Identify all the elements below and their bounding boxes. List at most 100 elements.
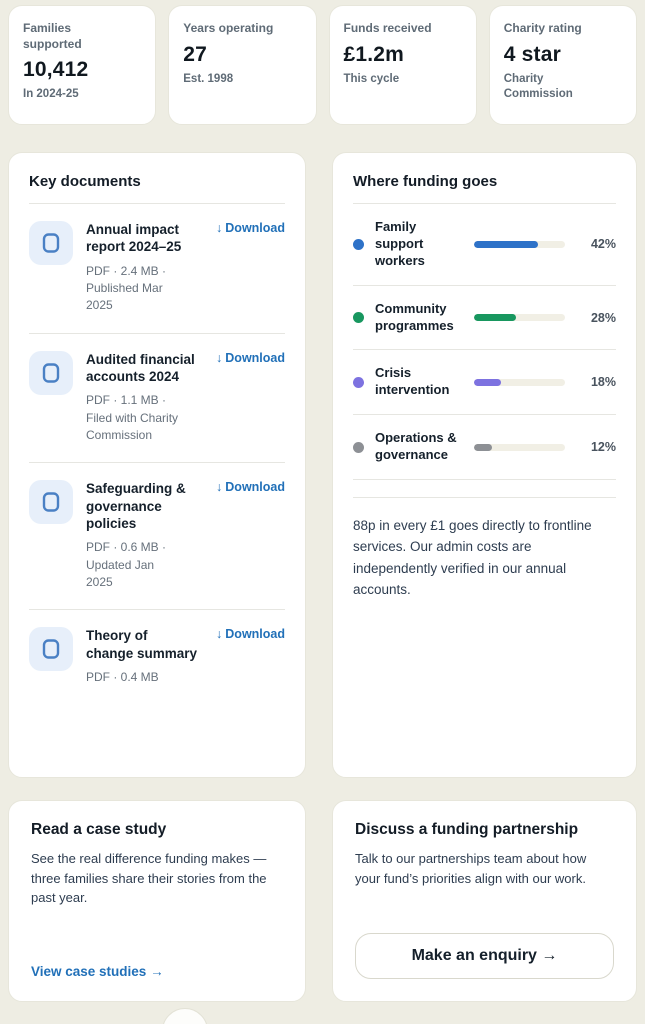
divider — [353, 349, 616, 351]
key-documents-card: Key documents Annual impact report 2024–… — [8, 152, 306, 778]
funding-percentage: 18% — [590, 375, 616, 390]
case-study-heading: Read a case study — [31, 821, 167, 838]
view-case-studies-link[interactable]: View case studies → — [31, 964, 164, 979]
stat-value: 4 star — [503, 42, 561, 66]
stat-label: Charity rating — [503, 21, 582, 35]
document-item: Theory of change summary ↓ Download PDF … — [29, 610, 285, 704]
partnership-card: Discuss a funding partnership Talk to ou… — [332, 800, 637, 1002]
stat-label: Years operating — [183, 21, 274, 35]
stat-label: Families supported — [23, 21, 82, 51]
funding-percentage: 28% — [590, 310, 616, 325]
legend-dot — [353, 238, 364, 250]
document-body: Annual impact report 2024–25 ↓ Download … — [86, 221, 285, 315]
download-link[interactable]: ↓ Download — [216, 627, 285, 641]
document-item: Safeguarding & governance policies ↓ Dow… — [29, 463, 285, 609]
funding-allocation-card: Where funding goes Family support worker… — [332, 152, 637, 778]
divider — [29, 609, 285, 611]
divider — [353, 414, 616, 416]
download-label: Download — [225, 221, 285, 235]
divider — [353, 479, 616, 481]
funding-heading: Where funding goes — [353, 173, 498, 190]
funding-row: Crisis intervention 18% — [353, 350, 616, 414]
funding-bar-fill — [474, 240, 538, 248]
document-meta: PDF · 2.4 MB · Published Mar 2025 — [86, 263, 167, 313]
stat-subtext: Charity Commission — [503, 72, 573, 101]
spacer — [353, 480, 616, 497]
document-meta: PDF · 1.1 MB · Filed with Charity Commis… — [86, 393, 179, 443]
funding-category-label: Community programmes — [375, 300, 454, 333]
funding-footnote: 88p in every £1 goes directly to frontli… — [353, 518, 592, 597]
divider — [353, 203, 616, 204]
bottom-row: Read a case study See the real differenc… — [8, 800, 637, 1002]
stat-value: 10,412 — [23, 58, 89, 82]
download-link[interactable]: ↓ Download — [216, 221, 285, 235]
file-icon — [29, 350, 73, 395]
stat-subtext: In 2024-25 — [23, 88, 79, 101]
stat-subtext: This cycle — [343, 72, 400, 85]
funding-category-label: Operations & governance — [375, 430, 457, 463]
funding-bar-fill — [474, 378, 502, 386]
stat-value: £1.2m — [343, 42, 405, 66]
funding-category-label: Crisis intervention — [375, 365, 450, 398]
download-arrow-icon: ↓ — [216, 221, 223, 235]
divider — [29, 462, 285, 464]
download-label: Download — [225, 350, 285, 365]
document-meta: PDF · 0.6 MB · Updated Jan 2025 — [86, 540, 167, 589]
stat-card-charity-rating: Charity rating 4 star Charity Commission — [488, 5, 637, 125]
funding-bar-track — [474, 443, 565, 451]
divider — [353, 284, 616, 286]
funding-percentage: 42% — [590, 237, 616, 252]
make-enquiry-button[interactable]: Make an enquiry → — [355, 933, 614, 979]
document-title: Annual impact report 2024–25 — [86, 222, 182, 255]
document-item: Annual impact report 2024–25 ↓ Download … — [29, 204, 285, 333]
document-body: Theory of change summary ↓ Download PDF … — [86, 627, 285, 686]
legend-dot — [353, 441, 364, 453]
funding-bar-track — [474, 378, 565, 386]
file-icon — [29, 221, 73, 265]
key-documents-heading: Key documents — [29, 173, 141, 190]
divider — [29, 332, 285, 334]
stats-row: Families supported 10,412 In 2024-25 Yea… — [8, 5, 637, 125]
stat-card-families-supported: Families supported 10,412 In 2024-25 — [8, 5, 157, 125]
funding-row: Operations & governance 12% — [353, 415, 616, 479]
case-study-card: Read a case study See the real differenc… — [8, 800, 306, 1002]
download-arrow-icon: ↓ — [216, 480, 223, 495]
funding-bar-fill — [474, 314, 517, 322]
stat-card-years-operating: Years operating 27 Est. 1998 — [168, 5, 317, 125]
download-link[interactable]: ↓ Download — [216, 480, 285, 494]
download-arrow-icon: ↓ — [216, 627, 223, 642]
document-meta: PDF · 0.4 MB — [86, 669, 159, 684]
partnership-heading: Discuss a funding partnership — [355, 821, 579, 838]
funding-bar-fill — [474, 443, 493, 451]
funding-bar-track — [474, 314, 565, 322]
document-body: Safeguarding & governance policies ↓ Dow… — [86, 480, 285, 591]
divider — [353, 497, 616, 499]
funding-percentage: 12% — [590, 440, 616, 455]
middle-row: Key documents Annual impact report 2024–… — [8, 152, 637, 778]
legend-dot — [353, 376, 364, 388]
file-icon — [29, 480, 73, 525]
funding-category-label: Family support workers — [375, 219, 425, 268]
document-title: Audited financial accounts 2024 — [86, 351, 195, 384]
document-item: Audited financial accounts 2024 ↓ Downlo… — [29, 334, 285, 463]
scroll-indicator-circle[interactable] — [162, 1008, 208, 1024]
file-icon — [29, 627, 73, 672]
stat-card-funds-received: Funds received £1.2m This cycle — [328, 5, 477, 125]
download-arrow-icon: ↓ — [216, 350, 223, 365]
legend-dot — [353, 312, 364, 324]
download-label: Download — [225, 627, 285, 642]
stat-label: Funds received — [343, 21, 432, 35]
divider — [29, 203, 285, 204]
document-body: Audited financial accounts 2024 ↓ Downlo… — [86, 351, 285, 445]
download-label: Download — [225, 480, 285, 495]
document-title: Safeguarding & governance policies — [86, 481, 186, 531]
partnership-body: Talk to our partnerships team about how … — [355, 851, 587, 886]
funding-row: Community programmes 28% — [353, 286, 616, 350]
document-title: Theory of change summary — [86, 628, 198, 661]
case-study-body: See the real difference funding makes — … — [31, 851, 267, 905]
stat-subtext: Est. 1998 — [183, 72, 234, 85]
download-link[interactable]: ↓ Download — [216, 351, 285, 365]
funding-bar-track — [474, 240, 565, 248]
stat-value: 27 — [183, 42, 208, 66]
